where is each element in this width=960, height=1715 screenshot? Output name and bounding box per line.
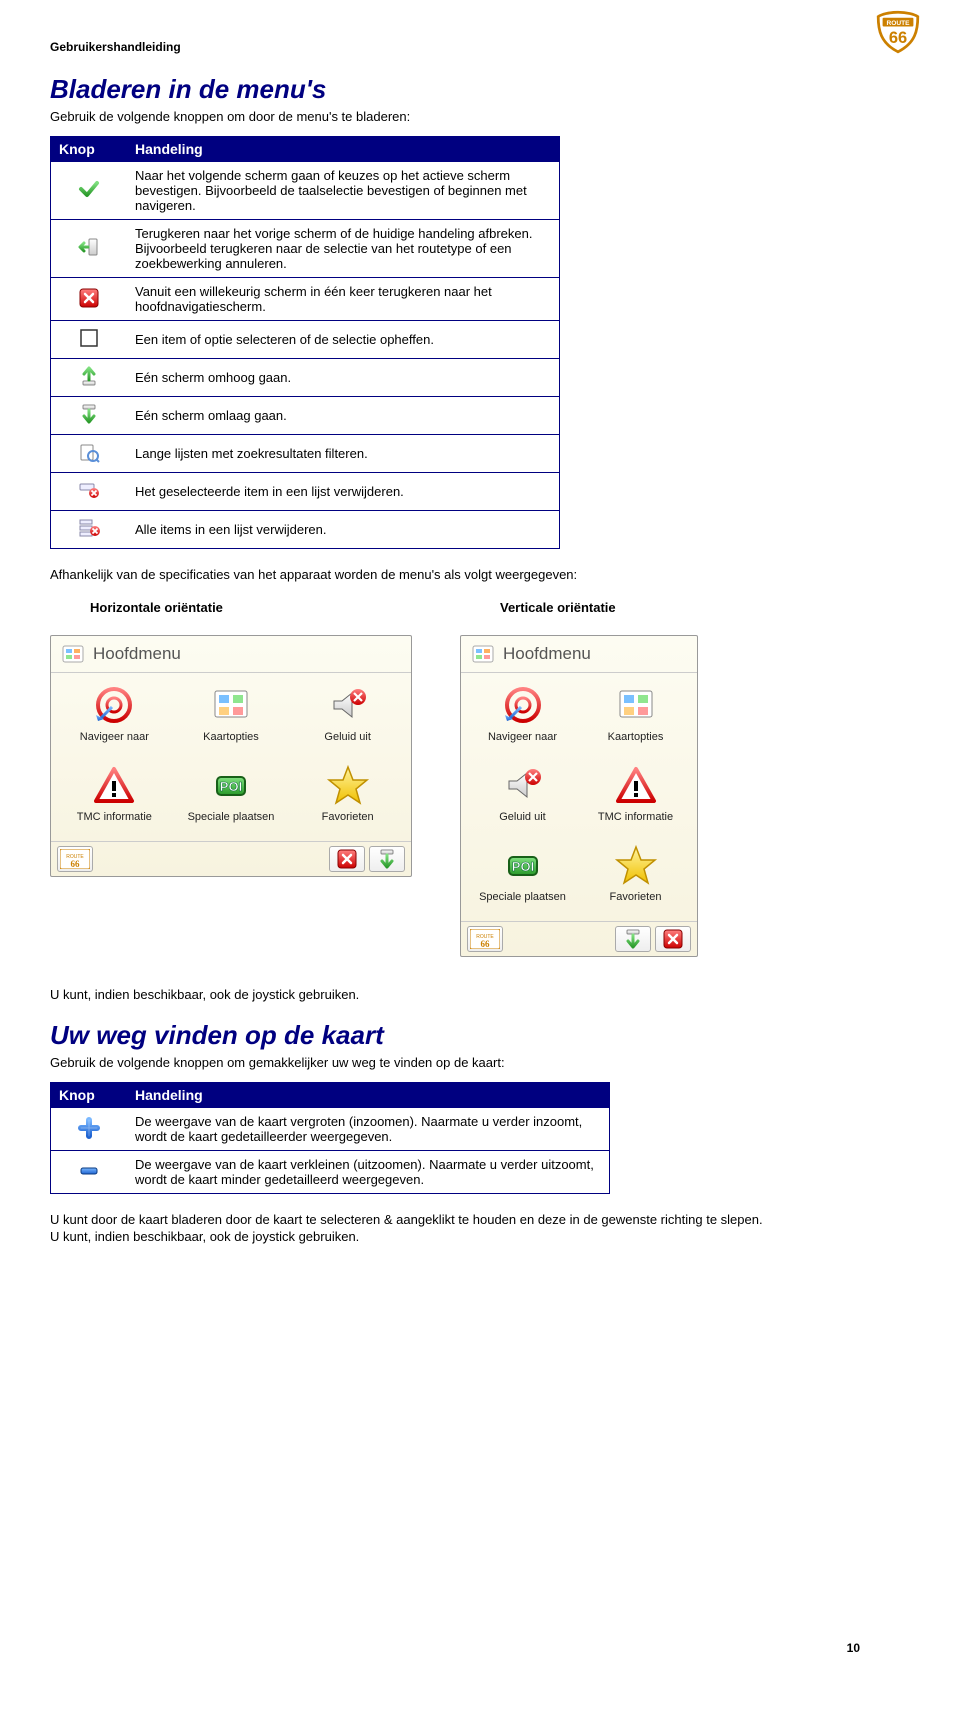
menu-title-icon xyxy=(471,642,495,666)
close-red-icon xyxy=(51,278,128,321)
menu-title-icon xyxy=(61,642,85,666)
poi-icon xyxy=(501,843,545,887)
menu-item-kaart[interactable]: Kaartopties xyxy=(582,683,689,755)
checkbox-icon xyxy=(51,321,128,359)
table-row: Eén scherm omlaag gaan. xyxy=(51,397,560,435)
handeling-text: Eén scherm omlaag gaan. xyxy=(127,397,560,435)
table-kaart: Knop Handeling De weergave van de kaart … xyxy=(50,1082,610,1194)
star-icon xyxy=(326,763,370,807)
menu-item-geluid[interactable]: Geluid uit xyxy=(292,683,403,755)
col-knop-header: Knop xyxy=(51,137,128,162)
menu-item-fav[interactable]: Favorieten xyxy=(292,763,403,835)
route66-chip-icon[interactable] xyxy=(467,926,503,952)
horizontal-menu-screenshot: Hoofdmenu Navigeer naar Kaartopties Gelu… xyxy=(50,635,412,877)
handeling-text: De weergave van de kaart vergroten (inzo… xyxy=(127,1108,610,1151)
menu-item-poi[interactable]: Speciale plaatsen xyxy=(176,763,287,835)
handeling-text: Alle items in een lijst verwijderen. xyxy=(127,511,560,549)
up-icon xyxy=(51,359,128,397)
table-row: Eén scherm omhoog gaan. xyxy=(51,359,560,397)
plus-icon xyxy=(51,1108,128,1151)
route66-chip-icon[interactable] xyxy=(57,846,93,872)
handeling-text: Lange lijsten met zoekresultaten filtere… xyxy=(127,435,560,473)
table-row: De weergave van de kaart vergroten (inzo… xyxy=(51,1108,610,1151)
col-knop-header: Knop xyxy=(51,1083,128,1108)
section1-title: Bladeren in de menu's xyxy=(50,74,910,105)
down-button[interactable] xyxy=(615,926,651,952)
page-number: 10 xyxy=(847,1641,860,1655)
menu-item-geluid[interactable]: Geluid uit xyxy=(469,763,576,835)
table-row: Terugkeren naar het vorige scherm of de … xyxy=(51,220,560,278)
warning-icon xyxy=(614,763,658,807)
minus-icon xyxy=(51,1151,128,1194)
menu-item-poi[interactable]: Speciale plaatsen xyxy=(469,843,576,915)
check-icon xyxy=(51,162,128,220)
handeling-text: Vanuit een willekeurig scherm in één kee… xyxy=(127,278,560,321)
table-bladeren: Knop Handeling Naar het volgende scherm … xyxy=(50,136,560,549)
doc-header: Gebruikershandleiding xyxy=(50,40,910,54)
handeling-text: Naar het volgende scherm gaan of keuzes … xyxy=(127,162,560,220)
menu-item-fav[interactable]: Favorieten xyxy=(582,843,689,915)
table-row: Vanuit een willekeurig scherm in één kee… xyxy=(51,278,560,321)
section2-intro: Gebruik de volgende knoppen om gemakkeli… xyxy=(50,1055,910,1070)
col-handeling-header: Handeling xyxy=(127,1083,610,1108)
grid-icon xyxy=(209,683,253,727)
route66-badge-icon xyxy=(876,10,920,57)
menu-item-nav[interactable]: Navigeer naar xyxy=(469,683,576,755)
handeling-text: Terugkeren naar het vorige scherm of de … xyxy=(127,220,560,278)
orient-v-label: Verticale oriëntatie xyxy=(500,600,700,615)
table-row: Het geselecteerde item in een lijst verw… xyxy=(51,473,560,511)
delete-all-icon xyxy=(51,511,128,549)
handeling-text: Een item of optie selecteren of de selec… xyxy=(127,321,560,359)
col-handeling-header: Handeling xyxy=(127,137,560,162)
orient-h-label: Horizontale oriëntatie xyxy=(90,600,430,615)
table-row: Naar het volgende scherm gaan of keuzes … xyxy=(51,162,560,220)
vertical-menu-screenshot: Hoofdmenu Navigeer naar Kaartopties Gelu… xyxy=(460,635,698,957)
star-icon xyxy=(614,843,658,887)
delete-item-icon xyxy=(51,473,128,511)
drag-note: U kunt door de kaart bladeren door de ka… xyxy=(50,1212,910,1227)
after-table-text: Afhankelijk van de specificaties van het… xyxy=(50,567,910,582)
filter-icon xyxy=(51,435,128,473)
down-button[interactable] xyxy=(369,846,405,872)
close-button[interactable] xyxy=(655,926,691,952)
mute-icon xyxy=(501,763,545,807)
joystick-note-1: U kunt, indien beschikbaar, ook de joyst… xyxy=(50,987,910,1002)
down-icon xyxy=(51,397,128,435)
handeling-text: Het geselecteerde item in een lijst verw… xyxy=(127,473,560,511)
menu-item-nav[interactable]: Navigeer naar xyxy=(59,683,170,755)
warning-icon xyxy=(92,763,136,807)
close-button[interactable] xyxy=(329,846,365,872)
joystick-note-2: U kunt, indien beschikbaar, ook de joyst… xyxy=(50,1229,910,1244)
back-icon xyxy=(51,220,128,278)
table-row: Lange lijsten met zoekresultaten filtere… xyxy=(51,435,560,473)
handeling-text: Eén scherm omhoog gaan. xyxy=(127,359,560,397)
table-row: De weergave van de kaart verkleinen (uit… xyxy=(51,1151,610,1194)
menu-item-kaart[interactable]: Kaartopties xyxy=(176,683,287,755)
table-row: Alle items in een lijst verwijderen. xyxy=(51,511,560,549)
target-icon xyxy=(92,683,136,727)
mute-icon xyxy=(326,683,370,727)
menu-title: Hoofdmenu xyxy=(93,644,181,664)
section1-intro: Gebruik de volgende knoppen om door de m… xyxy=(50,109,910,124)
handeling-text: De weergave van de kaart verkleinen (uit… xyxy=(127,1151,610,1194)
grid-icon xyxy=(614,683,658,727)
section2-title: Uw weg vinden op de kaart xyxy=(50,1020,910,1051)
poi-icon xyxy=(209,763,253,807)
target-icon xyxy=(501,683,545,727)
menu-title: Hoofdmenu xyxy=(503,644,591,664)
menu-item-tmc[interactable]: TMC informatie xyxy=(582,763,689,835)
menu-item-tmc[interactable]: TMC informatie xyxy=(59,763,170,835)
table-row: Een item of optie selecteren of de selec… xyxy=(51,321,560,359)
